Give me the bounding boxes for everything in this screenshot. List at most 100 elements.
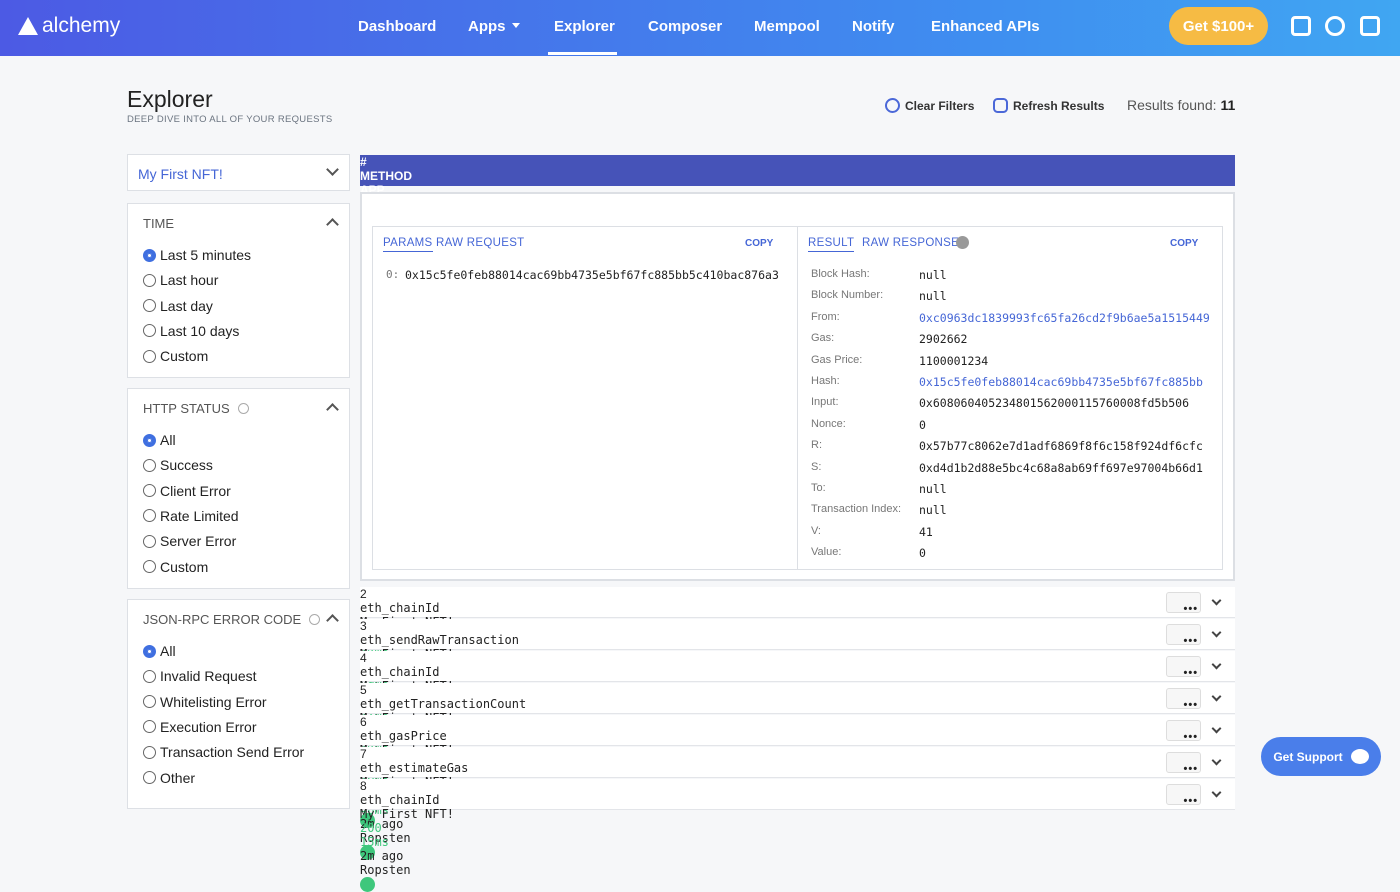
collapse-chevron[interactable] bbox=[326, 218, 339, 231]
filter-option[interactable]: Rate Limited bbox=[143, 508, 239, 524]
result-value: 0x608060405234801562000115760008fd5b506 bbox=[919, 396, 1190, 411]
tab[interactable]: RAW RESPONSE bbox=[862, 237, 960, 249]
filter-option[interactable]: Invalid Request bbox=[143, 668, 257, 684]
clear-filters[interactable]: Clear Filters bbox=[885, 98, 974, 113]
result-key: V: bbox=[811, 524, 821, 537]
more-button[interactable]: ••• bbox=[1166, 720, 1201, 743]
radio bbox=[143, 484, 156, 498]
cta-button[interactable]: Get $100+ bbox=[1169, 7, 1268, 45]
row-index: 4 bbox=[360, 651, 367, 665]
more-button[interactable]: ••• bbox=[1166, 688, 1201, 711]
filter-title: TIME bbox=[143, 216, 175, 231]
result-value[interactable]: 0x15c5fe0feb88014cac69bb4735e5bf67fc885b… bbox=[919, 375, 1203, 389]
filter-option[interactable]: Last hour bbox=[143, 272, 218, 288]
chat-icon bbox=[1350, 749, 1369, 764]
tab[interactable]: RAW REQUEST bbox=[436, 237, 525, 249]
result-value: 0 bbox=[919, 546, 926, 561]
logo: alchemy bbox=[18, 14, 120, 38]
nav-icon[interactable] bbox=[1360, 16, 1380, 36]
method: eth_getTransactionCount bbox=[360, 697, 527, 711]
nav-item[interactable]: Notify bbox=[852, 18, 895, 35]
option-label: Server Error bbox=[160, 533, 237, 550]
tab[interactable]: PARAMS bbox=[383, 237, 433, 252]
dots: ••• bbox=[1183, 763, 1199, 775]
nav-icon[interactable] bbox=[1291, 16, 1311, 36]
copy-button[interactable]: COPY bbox=[1170, 238, 1199, 249]
radio bbox=[143, 349, 156, 363]
row-index: 3 bbox=[360, 619, 367, 633]
filter-option[interactable]: Last 10 days bbox=[143, 323, 239, 339]
method: eth_sendRawTransaction bbox=[360, 633, 519, 647]
radio bbox=[143, 433, 156, 447]
radio bbox=[143, 509, 156, 523]
filter-option[interactable]: Last day bbox=[143, 298, 213, 314]
http-status: 200 bbox=[360, 821, 382, 835]
option-label: All bbox=[160, 432, 176, 448]
collapse-chevron[interactable] bbox=[326, 403, 339, 416]
logo-text: alchemy bbox=[42, 14, 121, 37]
tab[interactable]: RESULT bbox=[808, 237, 855, 252]
more-button[interactable]: ••• bbox=[1166, 656, 1201, 679]
refresh-results[interactable]: Refresh Results bbox=[993, 98, 1104, 113]
column-header: METHOD bbox=[360, 169, 412, 183]
more-button[interactable]: ••• bbox=[1166, 624, 1201, 647]
radio bbox=[143, 560, 156, 573]
sent: 2m ago bbox=[360, 849, 404, 863]
result-value[interactable]: 0xc0963dc1839993fc65fa26cd2f9b6ae5a15154… bbox=[919, 310, 1210, 325]
nav-item[interactable]: Explorer bbox=[554, 18, 615, 35]
nav-item[interactable]: Mempool bbox=[754, 18, 820, 35]
active-underline bbox=[548, 52, 617, 55]
more-button[interactable]: ••• bbox=[1166, 592, 1201, 615]
filter-option[interactable]: All bbox=[143, 643, 176, 659]
app: My First NFT! bbox=[360, 807, 454, 821]
dots: ••• bbox=[1183, 731, 1199, 743]
option-label: Last hour bbox=[160, 272, 219, 289]
app-select[interactable]: My First NFT! bbox=[127, 154, 350, 191]
row-index: 5 bbox=[360, 683, 367, 697]
filter-panel: HTTP STATUS All Success Client Error Rate Li… bbox=[127, 388, 350, 589]
clear-text: Clear Filters bbox=[905, 98, 975, 113]
copy-button[interactable]: COPY bbox=[745, 238, 774, 249]
filter-option[interactable]: All bbox=[143, 432, 176, 448]
column-header: # bbox=[360, 155, 367, 169]
nav-icon[interactable] bbox=[1325, 16, 1345, 36]
result-key: Gas: bbox=[811, 332, 835, 345]
result-value: 2902662 bbox=[919, 332, 968, 347]
filter-panel: JSON-RPC ERROR CODE All Invalid Request Whi… bbox=[127, 599, 350, 809]
filter-option[interactable]: Success bbox=[143, 457, 213, 473]
result-key: Block Number: bbox=[811, 289, 884, 302]
response-time: 15ms bbox=[360, 835, 389, 849]
filter-option[interactable]: Custom bbox=[143, 348, 208, 364]
filter-title: JSON-RPC ERROR CODE bbox=[143, 612, 321, 627]
nav-item[interactable]: Dashboard bbox=[358, 18, 437, 35]
filter-option[interactable]: Execution Error bbox=[143, 719, 256, 735]
filter-option[interactable]: Whitelisting Error bbox=[143, 694, 267, 710]
radio bbox=[143, 720, 156, 734]
result-key: Nonce: bbox=[811, 417, 846, 430]
radio bbox=[143, 248, 156, 262]
nav-item[interactable]: Composer bbox=[648, 18, 723, 35]
top-nav: alchemy Dashboard Apps Explorer Composer Memp… bbox=[0, 0, 1400, 56]
support-button[interactable]: Get Support bbox=[1261, 737, 1381, 776]
table-header: #METHODAPPERROR CODEHTTPRESPONSE TIMESEN… bbox=[360, 155, 1235, 267]
collapse-chevron[interactable] bbox=[326, 614, 339, 627]
nav-item[interactable]: Enhanced APIs bbox=[931, 18, 1040, 35]
more-button[interactable]: ••• bbox=[1166, 752, 1201, 775]
filter-option[interactable]: Other bbox=[143, 770, 195, 786]
result-value: null bbox=[919, 289, 947, 304]
filter-option[interactable]: Client Error bbox=[143, 483, 231, 499]
option-label: Last day bbox=[160, 297, 213, 314]
nav-item[interactable]: Apps bbox=[468, 18, 520, 35]
method: eth_gasPrice bbox=[360, 729, 447, 743]
filter-option[interactable]: Custom bbox=[143, 559, 208, 575]
filter-option[interactable]: Server Error bbox=[143, 533, 236, 549]
option-label: Success bbox=[160, 457, 213, 474]
filter-option[interactable]: Transaction Send Error bbox=[143, 744, 304, 760]
filter-option[interactable]: Last 5 minutes bbox=[143, 247, 251, 263]
